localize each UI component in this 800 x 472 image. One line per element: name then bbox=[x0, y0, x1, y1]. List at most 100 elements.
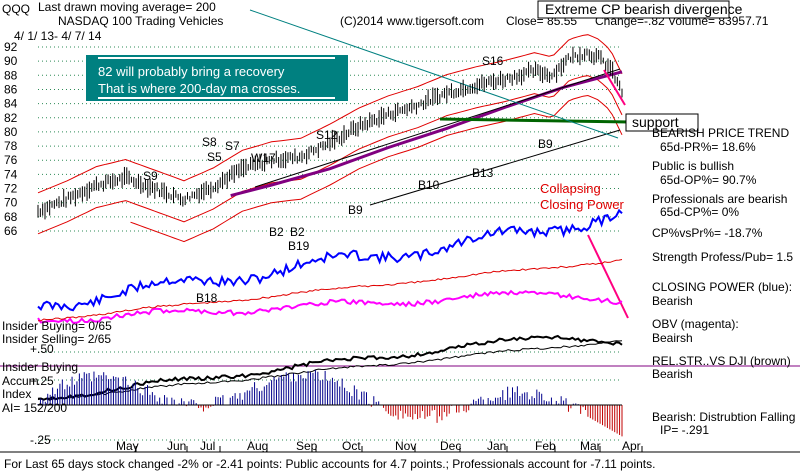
trendline bbox=[254, 68, 621, 188]
collapsing-label-1: Collapsing bbox=[540, 181, 601, 196]
y-tick-label: 68 bbox=[4, 210, 18, 224]
y-tick-label: 82 bbox=[4, 111, 18, 125]
signal-label: B2 bbox=[290, 225, 305, 239]
right-panel-line: Bearish bbox=[652, 367, 693, 381]
ticker-label: QQQ bbox=[2, 2, 30, 16]
y-tick-label: 90 bbox=[4, 54, 18, 68]
x-tick-label: Feb bbox=[535, 439, 556, 453]
ma-note-pointer bbox=[249, 9, 619, 139]
signal-label: B10 bbox=[418, 178, 440, 192]
right-panel-line: OBV (magenta): bbox=[652, 317, 739, 331]
y-tick-label: 92 bbox=[4, 40, 18, 54]
y-tick-label: 76 bbox=[4, 153, 18, 167]
right-panel-line: BEARISH PRICE TREND bbox=[652, 126, 789, 140]
y-tick-label: 74 bbox=[4, 167, 18, 181]
x-tick-label: Nov bbox=[395, 439, 416, 453]
cp-ma-line bbox=[37, 259, 623, 322]
top-arrow bbox=[603, 69, 626, 106]
signal-label: B18 bbox=[196, 291, 218, 305]
x-tick-label: Aug bbox=[247, 439, 268, 453]
right-panel-line: REL.STR..VS DJI (brown) bbox=[652, 354, 791, 368]
callout-box bbox=[86, 55, 348, 101]
insider-buying-label: Insider Buying= 0/65 bbox=[2, 319, 112, 333]
signal-label: S7 bbox=[225, 139, 240, 153]
x-axis-ticks: May Jun Jul Aug Sep Oct Nov Dec Jan Feb Mar Apr bbox=[116, 439, 643, 453]
right-panel-line: CLOSING POWER (blue): bbox=[652, 280, 792, 294]
x-tick-label: May bbox=[116, 439, 139, 453]
x-tick-label: Jun bbox=[167, 439, 186, 453]
plus-50-label: +.50 bbox=[30, 342, 54, 356]
trendline bbox=[369, 129, 621, 206]
signal-label: B9 bbox=[348, 203, 363, 217]
y-tick-label: 72 bbox=[4, 182, 18, 196]
y-tick-label: 88 bbox=[4, 68, 18, 82]
x-tick-label: Jan bbox=[487, 439, 506, 453]
accum-label: Accum bbox=[2, 374, 39, 388]
y-tick-label: 70 bbox=[4, 196, 18, 210]
index-label: Index bbox=[2, 387, 31, 401]
x-tick-label: Mar bbox=[580, 439, 601, 453]
right-panel-line: Beairsh bbox=[652, 331, 693, 345]
insider-selling-label: Insider Selling= 2/65 bbox=[2, 332, 111, 346]
right-panel-line: 65d-OP%= 90.7% bbox=[660, 173, 757, 187]
support-box bbox=[625, 113, 699, 132]
signal-label: B19 bbox=[288, 239, 310, 253]
signal-label: S5 bbox=[207, 150, 222, 164]
right-panel-line: Strength Profess/Pub= 1.5 bbox=[652, 250, 793, 264]
upper-band bbox=[37, 34, 623, 194]
obv-line bbox=[37, 289, 623, 324]
divergence-label: Extreme CP bearish divergence bbox=[545, 1, 743, 17]
y-tick-label: 80 bbox=[4, 125, 18, 139]
x-tick-label: Apr bbox=[622, 439, 641, 453]
divergence-box bbox=[537, 0, 730, 19]
chart-title: NASDAQ 100 Trading Vehicles bbox=[58, 14, 223, 28]
x-tick-label: Dec bbox=[440, 439, 461, 453]
signal-label: B2 bbox=[269, 225, 284, 239]
x-tick-label: Sep bbox=[296, 439, 318, 453]
right-panel-line: Bearish bbox=[652, 294, 693, 308]
plus-25-label: +.25 bbox=[30, 374, 54, 388]
lower-band-2 bbox=[130, 94, 623, 243]
support-line bbox=[439, 117, 631, 124]
support-label: support bbox=[632, 114, 679, 130]
copyright: (C)2014 www.tigersoft.com bbox=[340, 14, 484, 28]
right-panel-line: Professionals are bearish bbox=[652, 192, 787, 206]
collapsing-label-2: Closing Power bbox=[540, 197, 624, 212]
minus-25-label: -.25 bbox=[30, 433, 51, 447]
y-tick-label: 78 bbox=[4, 139, 18, 153]
price-panel bbox=[37, 9, 631, 319]
y-tick-label: 66 bbox=[4, 224, 18, 238]
insider-buying-label-2: Insider Buying bbox=[2, 360, 78, 374]
ma-note: Last drawn moving average= 200 bbox=[38, 0, 216, 14]
right-panel-line: 65d-CP%= 0% bbox=[660, 205, 739, 219]
accumulation-panel bbox=[37, 370, 623, 437]
signal-label: B13 bbox=[472, 166, 494, 180]
signal-label: B9 bbox=[538, 137, 553, 151]
right-panel-line: IP= -.291 bbox=[660, 423, 709, 437]
right-panel-line: 65d-PR%= 18.6% bbox=[660, 140, 756, 154]
callout-line-1: 82 will probably bring a recovery bbox=[98, 64, 285, 79]
footer-text: For Last 65 days stock changed -2% or -2… bbox=[4, 457, 655, 471]
signal-label: S12 bbox=[316, 128, 338, 142]
divergence-arrow bbox=[587, 234, 629, 319]
signal-label: S8 bbox=[202, 135, 217, 149]
closing-power-line bbox=[37, 208, 623, 312]
signal-label: S16 bbox=[482, 54, 504, 68]
date-range: 4/ 1/ 13- 4/ 7/ 14 bbox=[14, 29, 102, 43]
y-tick-label: 86 bbox=[4, 82, 18, 96]
signal-label: S9 bbox=[143, 169, 158, 183]
x-tick-label: Oct bbox=[342, 439, 361, 453]
right-panel-line: Bearish: Distrubtion Falling bbox=[652, 410, 795, 424]
right-panel-line: CP%vsPr%= -18.7% bbox=[652, 226, 763, 240]
ai-label: AI= 152/200 bbox=[2, 401, 67, 415]
x-tick-label: Jul bbox=[200, 439, 215, 453]
signal-label: W17 bbox=[251, 151, 276, 165]
y-tick-label: 84 bbox=[4, 97, 18, 111]
callout-line-2: That is where 200-day ma crosses. bbox=[98, 81, 300, 96]
lower-band bbox=[37, 75, 623, 235]
right-panel-line: Public is bullish bbox=[652, 159, 734, 173]
